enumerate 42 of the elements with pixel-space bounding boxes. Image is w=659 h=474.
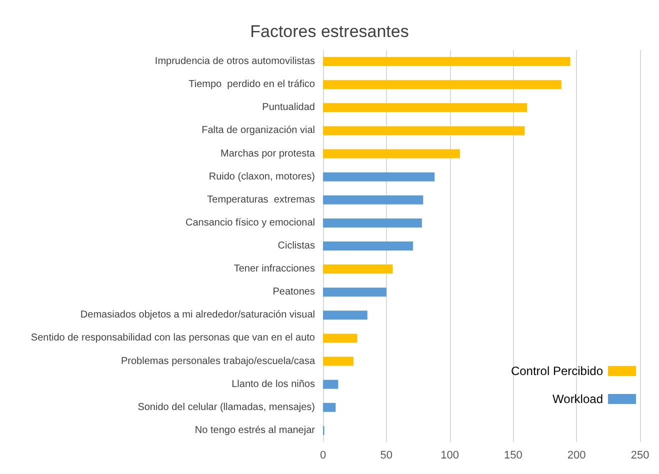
bar [323,126,525,136]
y-tick-label: Ciclistas [278,240,315,252]
bar [323,103,528,112]
bar [323,218,422,228]
legend-label: Control Percibido [510,364,604,378]
x-tick-label: 200 [567,450,586,462]
bar [323,195,424,204]
y-tick-label: Llanto de los niños [232,378,315,390]
x-tick-label: 100 [440,450,459,462]
y-tick-label: Cansancio físico y emocional [185,217,315,228]
bar [323,380,338,389]
y-tick-label: Temperaturas extremas [207,194,315,206]
y-tick-label: Puntualidad [262,102,315,114]
y-tick-label: Peatones [272,286,315,298]
x-tick-label: 150 [504,450,522,462]
bar [323,402,336,412]
y-tick-label: Marchas por protesta [220,148,316,160]
legend-label: Workload [552,392,603,406]
x-tick-label: 50 [380,450,393,462]
y-tick-label: Problemas personales trabajo/escuela/casa [121,356,316,367]
y-tick-label: Imprudencia de otros automovilistas [154,56,315,68]
bar [323,149,460,158]
bar [323,57,570,66]
chart-title: Factores estresantes [250,22,409,41]
y-tick-label: Tiempo perdido en el tráfico [188,79,316,90]
y-tick-label: Falta de organización vial [202,125,315,136]
y-tick-label: Sentido de responsabilidad con las personas que van en el auto [30,332,316,344]
x-tick-label: 250 [630,450,650,462]
y-tick-label: No tengo estrés al manejar [194,424,316,436]
bar [323,334,358,343]
y-tick-label: Ruido (claxon, motores) [208,171,315,182]
bar [323,80,562,90]
bar [323,288,386,297]
bar [323,310,368,320]
bar [323,242,414,250]
x-tick-label: 0 [320,450,326,462]
y-tick-label: Tener infracciones [234,264,315,275]
bar [323,356,354,366]
y-tick-label: Demasiados objetos a mi alrededor/saturación visual [80,310,315,321]
bar [323,264,393,274]
bar [323,172,435,182]
y-tick-label: Sonido del celular (llamadas, mensajes) [138,402,315,413]
